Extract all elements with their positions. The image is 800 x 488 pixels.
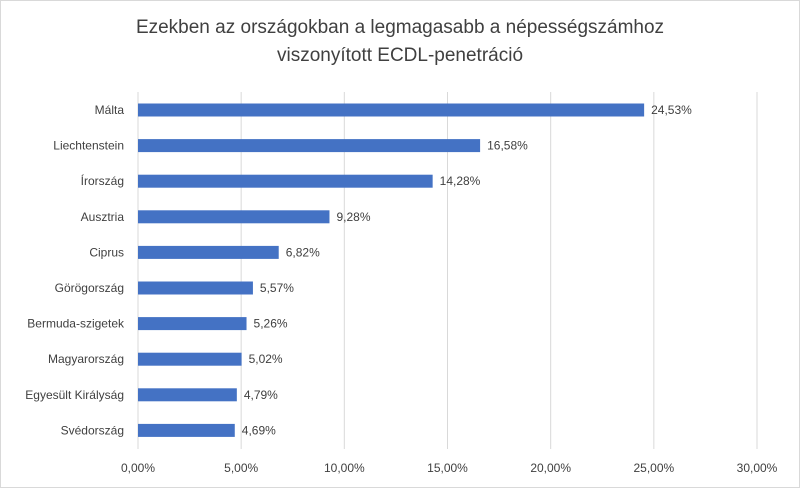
data-label-2: 14,28% (440, 174, 481, 188)
chart-title-line-1: Ezekben az országokban a legmagasabb a n… (135, 17, 665, 38)
data-label-8: 4,79% (244, 388, 278, 402)
data-label-3: 9,28% (336, 210, 370, 224)
category-label-9: Svédország (61, 423, 124, 437)
bars (138, 103, 645, 437)
x-tick-label-6: 30,00% (737, 461, 778, 475)
category-label-2: Írország (81, 173, 124, 188)
bar-7 (138, 352, 242, 366)
category-label-4: Ciprus (89, 245, 124, 259)
category-label-0: Málta (95, 103, 125, 117)
x-tick-label-3: 15,00% (427, 461, 468, 475)
category-labels: Málta Liechtenstein Írország Ausztria Ciprus… (25, 103, 125, 437)
category-label-6: Bermuda-szigetek (27, 317, 125, 331)
category-label-8: Egyesült Királyság (25, 388, 124, 402)
x-tick-label-2: 10,00% (324, 461, 365, 475)
bar-9 (138, 423, 235, 437)
bar-6 (138, 317, 247, 331)
bar-2 (138, 174, 433, 188)
category-label-7: Magyarország (48, 352, 124, 366)
bar-0 (138, 103, 645, 117)
chart-title: Ezekben az országokban a legmagasabb a n… (0, 14, 800, 70)
bar-8 (138, 388, 237, 402)
x-tick-label-4: 20,00% (530, 461, 571, 475)
data-labels: 24,53% 16,58% 14,28% 9,28% 6,82% 5,57% 5,26% 5,… (242, 103, 692, 437)
data-label-4: 6,82% (286, 245, 320, 259)
bar-3 (138, 210, 330, 224)
bar-1 (138, 139, 481, 153)
data-label-1: 16,58% (487, 139, 528, 153)
data-label-7: 5,02% (249, 352, 283, 366)
data-label-6: 5,26% (254, 317, 288, 331)
category-label-3: Ausztria (81, 210, 125, 224)
x-tick-label-5: 25,00% (633, 461, 674, 475)
x-tick-label-0: 0,00% (121, 461, 155, 475)
bar-5 (138, 281, 253, 295)
bar-4 (138, 245, 279, 259)
category-label-1: Liechtenstein (53, 139, 124, 153)
chart-title-line-2: viszonyított ECDL-penetráció (276, 45, 524, 66)
x-tick-label-1: 5,00% (224, 461, 258, 475)
data-label-0: 24,53% (651, 103, 692, 117)
x-tick-labels: 0,00% 5,00% 10,00% 15,00% 20,00% 25,00% 30,00% (121, 461, 778, 475)
data-label-5: 5,57% (260, 281, 294, 295)
data-label-9: 4,69% (242, 423, 276, 437)
category-label-5: Görögország (55, 281, 124, 295)
